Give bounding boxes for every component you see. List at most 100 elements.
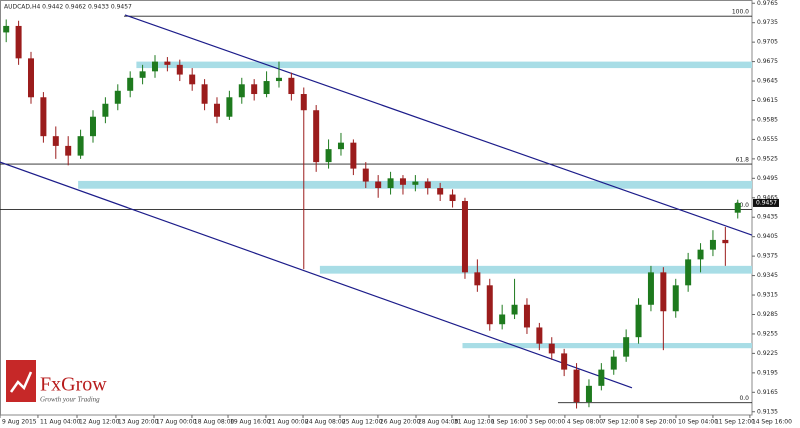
candle-body	[449, 194, 456, 202]
candle-body	[499, 314, 506, 325]
fib-label: 61.8	[736, 157, 750, 164]
candle-body	[685, 259, 692, 286]
candle-body	[238, 84, 245, 98]
y-tick-label: 0.9195	[757, 369, 778, 376]
candle-body	[375, 181, 382, 189]
chart-title: AUDCAD,H4 0.9442 0.9462 0.9433 0.9457	[4, 4, 132, 11]
x-tick-label: 19 Aug 16:00	[230, 419, 271, 426]
y-tick-label: 0.9525	[757, 155, 778, 162]
y-tick-label: 0.9585	[757, 116, 778, 123]
candle-body	[424, 181, 431, 189]
x-tick-label: 8 Sep 20:00	[640, 419, 676, 426]
y-tick-label: 0.9705	[757, 39, 778, 46]
candle-body	[77, 136, 84, 156]
candle-body	[461, 201, 468, 273]
candle-body	[660, 272, 667, 312]
y-tick-label: 0.9165	[757, 389, 778, 396]
candle-body	[127, 77, 134, 91]
fib-label: 50.0	[736, 202, 750, 209]
y-tick-label: 0.9375	[757, 253, 778, 260]
y-tick-label: 0.9735	[757, 19, 778, 26]
candle-body	[164, 61, 171, 65]
candle-body	[189, 74, 196, 85]
candle-body	[548, 343, 555, 354]
candle-body	[734, 202, 741, 213]
x-tick-label: 11 Sep 12:00	[715, 419, 755, 426]
x-tick-label: 3 Sep 00:00	[529, 419, 565, 426]
x-tick-label: 14 Sep 16:00	[752, 419, 792, 426]
y-tick-label: 0.9495	[757, 175, 778, 182]
candle-body	[598, 369, 605, 386]
candle-body	[350, 142, 357, 169]
candle-body	[523, 304, 530, 328]
candle-body	[15, 25, 22, 59]
candle-body	[573, 369, 580, 403]
y-tick-label: 0.9345	[757, 272, 778, 279]
candle-body	[151, 61, 158, 72]
candle-body	[263, 81, 270, 95]
candle-body	[325, 149, 332, 163]
y-tick-label: 0.9675	[757, 58, 778, 65]
y-tick-label: 0.9135	[757, 408, 778, 415]
candle-body	[437, 188, 444, 195]
candle-body	[647, 272, 654, 305]
plot-area: 100.0 61.8 50.0 0.0	[0, 9, 752, 409]
candle-body	[709, 239, 716, 250]
candle-body	[362, 168, 369, 182]
trendline	[0, 161, 633, 389]
candle-body	[623, 337, 630, 357]
x-tick-label: 12 Aug 12:00	[79, 419, 120, 426]
fib-label: 0.0	[739, 395, 749, 402]
candle-body	[697, 249, 704, 260]
candle-body	[635, 304, 642, 338]
x-tick-label: 13 Aug 20:00	[118, 419, 159, 426]
logo-tagline: Growth your Trading	[40, 396, 100, 404]
price-tag-label: 0.9457	[756, 199, 777, 206]
trendline	[124, 14, 752, 236]
x-tick-label: 26 Aug 20:00	[380, 419, 421, 426]
x-tick-label: 21 Aug 00:00	[268, 419, 309, 426]
candle-body	[610, 356, 617, 370]
x-tick-label: 17 Aug 00:00	[156, 419, 197, 426]
y-tick-label: 0.9225	[757, 350, 778, 357]
candle-body	[722, 239, 729, 244]
x-tick-label: 31 Aug 12:00	[454, 419, 495, 426]
y-tick-label: 0.9615	[757, 97, 778, 104]
candle-body	[412, 181, 419, 185]
candle-body	[288, 77, 295, 95]
x-tick-label: 10 Sep 04:00	[678, 419, 718, 426]
logo-icon	[6, 360, 36, 402]
logo-name: FxGrow	[40, 374, 107, 396]
candle-body	[176, 64, 183, 75]
candle-body	[672, 285, 679, 312]
x-tick-label: 25 Aug 12:00	[342, 419, 383, 426]
candle-body	[251, 84, 258, 95]
candle-body	[213, 103, 220, 117]
candle-body	[3, 25, 10, 33]
candle-body	[40, 97, 47, 137]
y-tick-label: 0.9555	[757, 136, 778, 143]
y-tick-label: 0.9255	[757, 330, 778, 337]
candle-body	[300, 94, 307, 111]
candle-body	[387, 178, 394, 189]
x-tick-label: 1 Sep 16:00	[491, 419, 527, 426]
candle-body	[275, 77, 282, 82]
fib-label: 100.0	[732, 9, 749, 16]
y-tick-label: 0.9405	[757, 233, 778, 240]
candle-body	[27, 58, 34, 98]
y-tick-label: 0.9645	[757, 78, 778, 85]
y-tick-label: 0.9765	[757, 0, 778, 7]
candle-body	[201, 84, 208, 104]
support-zone	[462, 343, 752, 349]
y-tick-label: 0.9285	[757, 311, 778, 318]
logo: FxGrow Growth your Trading	[6, 360, 107, 404]
x-tick-label: 9 Aug 2015	[2, 419, 37, 426]
candle-body	[399, 178, 406, 185]
candle-body	[139, 71, 146, 78]
y-tick-label: 0.9435	[757, 214, 778, 221]
x-tick-label: 18 Aug 08:00	[194, 419, 235, 426]
y-tick-label: 0.9315	[757, 292, 778, 299]
y-tick-label: 0.9465	[757, 194, 778, 201]
candle-body	[337, 142, 344, 150]
